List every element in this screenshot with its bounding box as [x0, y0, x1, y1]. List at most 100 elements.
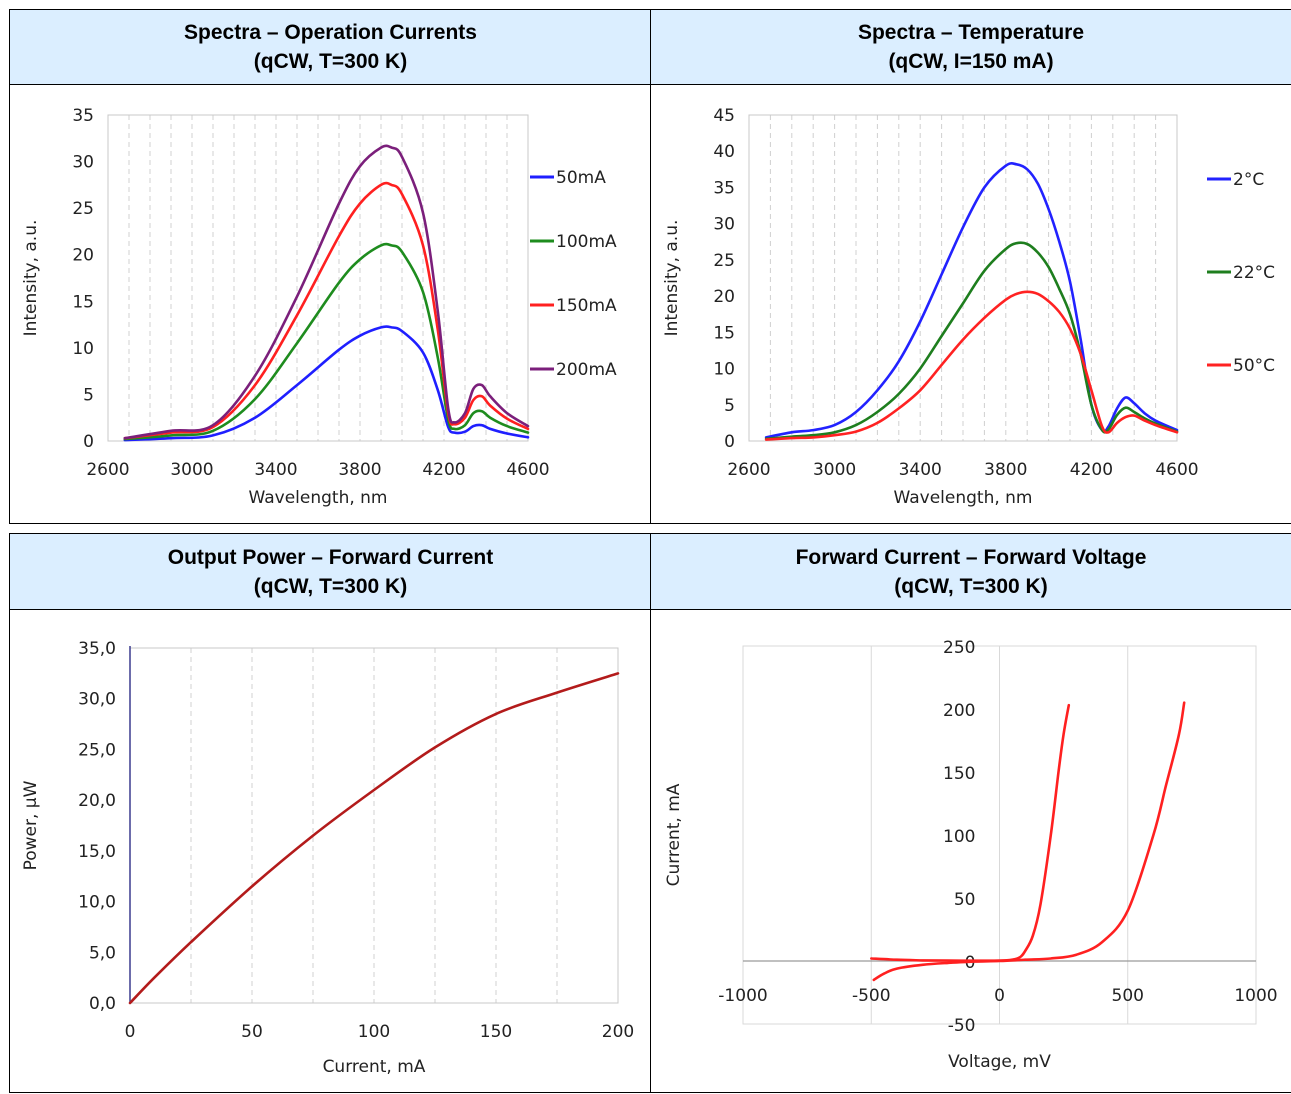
y-axis-label: Power, µW	[21, 780, 41, 870]
series-line-50mA	[123, 325, 530, 442]
header-line1: Spectra – Operation Currents	[184, 21, 477, 44]
y-tick-label: 15	[713, 323, 735, 343]
plot-area	[107, 114, 529, 442]
y-tick-label: 40	[713, 142, 735, 162]
chart-svg: 0,0 5,0 10,0 15,0 20,0 25,0 30,0 35,0 0 50 100 150 2…	[21, 639, 634, 1077]
y-axis-label: Intensity, a.u.	[21, 220, 41, 337]
x-tick-label: 3800	[984, 460, 1027, 480]
y-tick-label: 45	[713, 106, 735, 126]
y-axis-label: Current, mA	[664, 783, 684, 886]
x-tick-label: 100	[358, 1022, 390, 1042]
top-table: Spectra – Operation Currents (qCW, T=300…	[9, 9, 1291, 524]
y-tick-label: 10,0	[78, 893, 116, 913]
y-tick-label: 30	[72, 153, 94, 173]
header-line2: (qCW, T=300 K)	[894, 574, 1048, 598]
series-line-2°C	[764, 162, 1179, 439]
header-line2: (qCW, I=150 mA)	[888, 50, 1054, 73]
y-tick-label: 100	[943, 827, 975, 847]
y-tick-label: 15	[72, 292, 94, 312]
series-line-series-1	[872, 701, 1186, 982]
header-line1: Output Power – Forward Current	[167, 545, 494, 569]
header-line1: Forward Current – Forward Voltage	[795, 545, 1147, 569]
x-tick-label: 2600	[86, 460, 129, 480]
chart-output-power: 0,0 5,0 10,0 15,0 20,0 25,0 30,0 35,0 0 50 100 150 2…	[10, 610, 650, 1094]
chart-spectra-temperature: 0 5 10 15 20 25 30 35 40 45 2600 3000 3400 3800 4200 46…	[651, 85, 1291, 523]
series-line-series-0	[870, 703, 1071, 963]
series-line-100mA	[123, 242, 530, 441]
x-tick-label: 1000	[1234, 986, 1277, 1006]
x-axis-label: Current, mA	[323, 1057, 426, 1077]
y-axis-label: Intensity, a.u.	[662, 220, 682, 337]
x-tick-label: 4200	[1070, 460, 1113, 480]
chart-svg: 0 5 10 15 20 25 30 35 2600 3000 3400 3800 4200 4600 Wa…	[21, 106, 617, 508]
y-tick-label: 30	[713, 215, 735, 235]
x-tick-label: 50	[241, 1022, 263, 1042]
x-tick-label: 0	[125, 1022, 136, 1042]
x-tick-label: -1000	[718, 986, 767, 1006]
x-tick-label: 4600	[1155, 460, 1198, 480]
y-tick-label: 25	[72, 199, 94, 219]
y-tick-label: 35	[713, 178, 735, 198]
x-axis-label: Wavelength, nm	[894, 488, 1033, 508]
x-tick-label: 2600	[727, 460, 770, 480]
x-tick-label: 3400	[254, 460, 297, 480]
legend-label: 2°C	[1233, 170, 1264, 190]
y-tick-label: 150	[943, 764, 975, 784]
x-axis-label: Voltage, mV	[948, 1052, 1051, 1072]
y-tick-label: 15,0	[78, 842, 116, 862]
chart-svg: 0 5 10 15 20 25 30 35 40 45 2600 3000 3400 3800 4200 46…	[662, 106, 1275, 508]
y-tick-label: 35	[72, 106, 94, 126]
y-tick-label: 5	[83, 385, 94, 405]
x-tick-label: -500	[852, 986, 891, 1006]
plot-area	[742, 645, 1257, 1025]
y-tick-label: 10	[713, 360, 735, 380]
header-spectra-currents: Spectra – Operation Currents (qCW, T=300…	[10, 10, 651, 85]
y-tick-label: 250	[943, 638, 975, 658]
series-line-22°C	[764, 241, 1179, 441]
legend-label: 50mA	[556, 168, 606, 188]
x-tick-label: 4600	[506, 460, 549, 480]
header-spectra-temperature: Spectra – Temperature (qCW, I=150 mA)	[651, 10, 1291, 85]
plot-area	[748, 114, 1178, 442]
y-tick-label: 50	[954, 890, 976, 910]
header-line2: (qCW, T=300 K)	[253, 50, 408, 73]
x-tick-label: 4200	[422, 460, 465, 480]
header-line2: (qCW, T=300 K)	[253, 574, 408, 598]
x-tick-label: 3400	[899, 460, 942, 480]
legend-label: 100mA	[556, 232, 617, 252]
y-tick-label: 5	[724, 396, 735, 416]
y-tick-label: 25,0	[78, 740, 116, 760]
y-tick-label: 0	[83, 432, 94, 452]
y-tick-label: 20	[713, 287, 735, 307]
bottom-table: Output Power – Forward Current (qCW, T=3…	[9, 533, 1291, 1093]
series-line-50°C	[764, 290, 1179, 441]
header-output-power: Output Power – Forward Current (qCW, T=3…	[10, 534, 651, 610]
x-tick-label: 200	[602, 1022, 634, 1042]
legend-label: 50°C	[1233, 356, 1275, 376]
header-forward-current: Forward Current – Forward Voltage (qCW, …	[651, 534, 1291, 610]
column-divider	[650, 534, 651, 1092]
y-tick-label: 0,0	[89, 994, 116, 1014]
y-tick-label: 200	[943, 701, 975, 721]
x-tick-label: 3800	[338, 460, 381, 480]
x-tick-label: 150	[480, 1022, 512, 1042]
y-tick-label: 25	[713, 251, 735, 271]
y-tick-label: 35,0	[78, 639, 116, 659]
y-tick-label: 20	[72, 246, 94, 266]
y-tick-label: 30,0	[78, 690, 116, 710]
x-tick-label: 500	[1112, 986, 1144, 1006]
y-tick-label: 5,0	[89, 943, 116, 963]
y-tick-label: 10	[72, 339, 94, 359]
legend-label: 22°C	[1233, 263, 1275, 283]
y-tick-label: -50	[948, 1016, 976, 1036]
legend-label: 150mA	[556, 296, 617, 316]
x-tick-label: 3000	[813, 460, 856, 480]
x-axis-label: Wavelength, nm	[249, 488, 388, 508]
y-tick-label: 0	[724, 432, 735, 452]
y-tick-label: 20,0	[78, 791, 116, 811]
series-line-150mA	[123, 181, 530, 440]
x-tick-label: 3000	[170, 460, 213, 480]
x-tick-label: 0	[994, 986, 1005, 1006]
header-line1: Spectra – Temperature	[857, 21, 1085, 44]
